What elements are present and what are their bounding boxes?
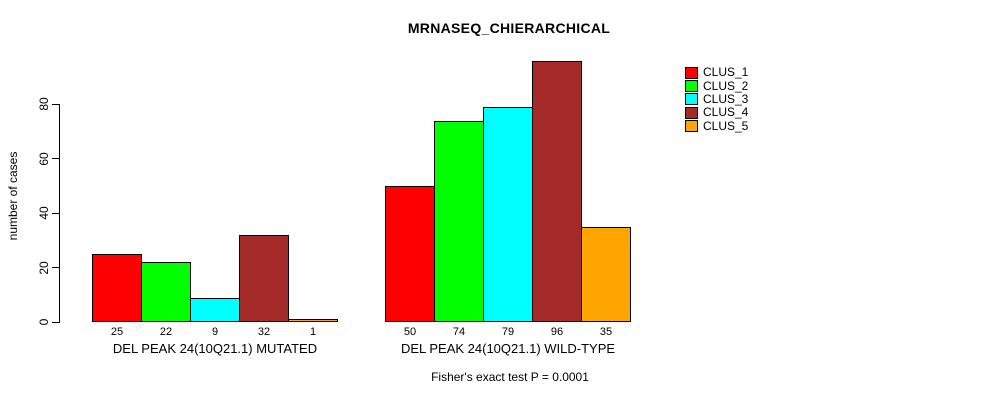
legend-swatch	[685, 66, 698, 79]
bar-clus_4-group2	[532, 61, 582, 322]
bar-value-label: 25	[110, 326, 124, 338]
legend-label: CLUS_5	[703, 118, 749, 133]
bar-value-label: 1	[309, 326, 317, 338]
legend: CLUS_1 CLUS_2 CLUS_3 CLUS_4 CLUS_5	[685, 66, 748, 133]
y-axis	[59, 104, 60, 323]
bar-clus_2-group1	[141, 262, 191, 322]
y-tick-label: 0	[37, 318, 51, 326]
bar-value-label: 74	[452, 326, 466, 338]
footer-annotation: Fisher's exact test P = 0.0001	[431, 370, 589, 384]
bar-clus_5-group1	[288, 319, 338, 322]
y-tick	[52, 321, 59, 323]
y-tick-label: 40	[37, 206, 51, 220]
bar-clus_1-group1	[92, 254, 142, 322]
bar-value-label: 9	[211, 326, 219, 338]
legend-label: CLUS_1	[703, 65, 749, 80]
legend-swatch	[685, 120, 698, 133]
legend-swatch	[685, 106, 698, 119]
bar-clus_4-group1	[239, 235, 289, 322]
y-tick	[52, 103, 59, 105]
legend-label: CLUS_4	[703, 105, 749, 120]
bar-clus_3-group1	[190, 298, 240, 322]
legend-swatch	[685, 80, 698, 93]
legend-label: CLUS_2	[703, 78, 749, 93]
group-axis-label: DEL PEAK 24(10Q21.1) MUTATED	[112, 341, 318, 356]
group-axis-label: DEL PEAK 24(10Q21.1) WILD-TYPE	[400, 341, 616, 356]
y-tick	[52, 158, 59, 160]
bar-clus_1-group2	[385, 186, 435, 322]
y-tick	[52, 267, 59, 269]
y-axis-label: number of cases	[6, 151, 20, 241]
y-tick-label: 60	[37, 152, 51, 166]
bar-clus_2-group2	[434, 121, 484, 322]
bar-value-label: 35	[599, 326, 613, 338]
legend-swatch	[685, 93, 698, 106]
bar-value-label: 79	[501, 326, 515, 338]
legend-item-clus_2: CLUS_2	[685, 78, 749, 93]
y-tick-label: 20	[37, 260, 51, 275]
legend-label: CLUS_3	[703, 91, 749, 106]
bar-clus_3-group2	[483, 107, 533, 322]
y-tick-label: 80	[37, 97, 51, 112]
bar-value-label: 96	[550, 326, 564, 338]
legend-item-clus_5: CLUS_5	[685, 118, 749, 133]
legend-item-clus_3: CLUS_3	[685, 91, 749, 106]
bar-value-label: 32	[257, 326, 271, 338]
bar-value-label: 50	[403, 326, 417, 338]
legend-item-clus_1: CLUS_1	[685, 66, 748, 79]
bar-value-label: 22	[159, 326, 173, 338]
y-tick	[52, 212, 59, 214]
legend-item-clus_4: CLUS_4	[685, 106, 748, 119]
chart-title: MRNASEQ_CHIERARCHICAL	[407, 20, 611, 36]
bar-clus_5-group2	[581, 227, 631, 322]
